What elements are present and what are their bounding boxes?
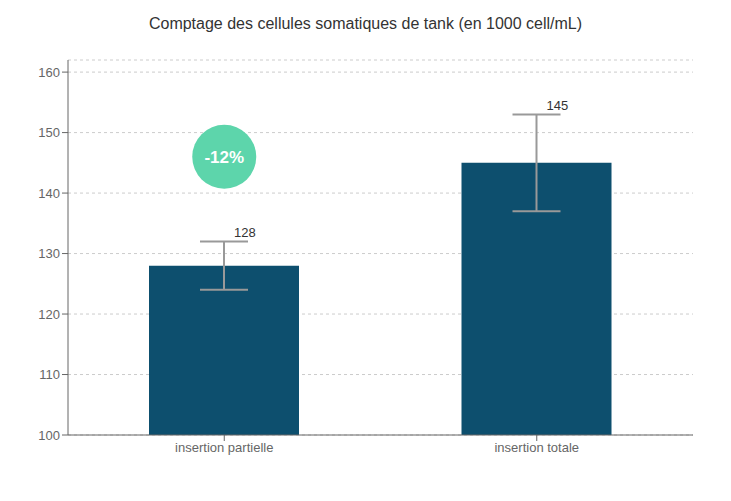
svg-text:120: 120 [38, 307, 60, 322]
html-text:Comptage des cellules somatiqu: Comptage des cellules somatiques de tank… [148, 15, 583, 32]
svg-text:140: 140 [38, 186, 60, 201]
svg-text:128: 128 [234, 225, 256, 240]
svg-text:insertion partielle: insertion partielle [175, 440, 273, 455]
svg-text:-12%: -12% [204, 148, 244, 167]
svg-text:insertion totale: insertion totale [494, 440, 579, 455]
svg-text:110: 110 [39, 367, 60, 382]
svg-text:100: 100 [38, 428, 60, 443]
svg-text:145: 145 [547, 98, 569, 113]
svg-text:150: 150 [38, 125, 60, 140]
svg-text:160: 160 [38, 65, 60, 80]
svg-text:130: 130 [38, 246, 60, 261]
